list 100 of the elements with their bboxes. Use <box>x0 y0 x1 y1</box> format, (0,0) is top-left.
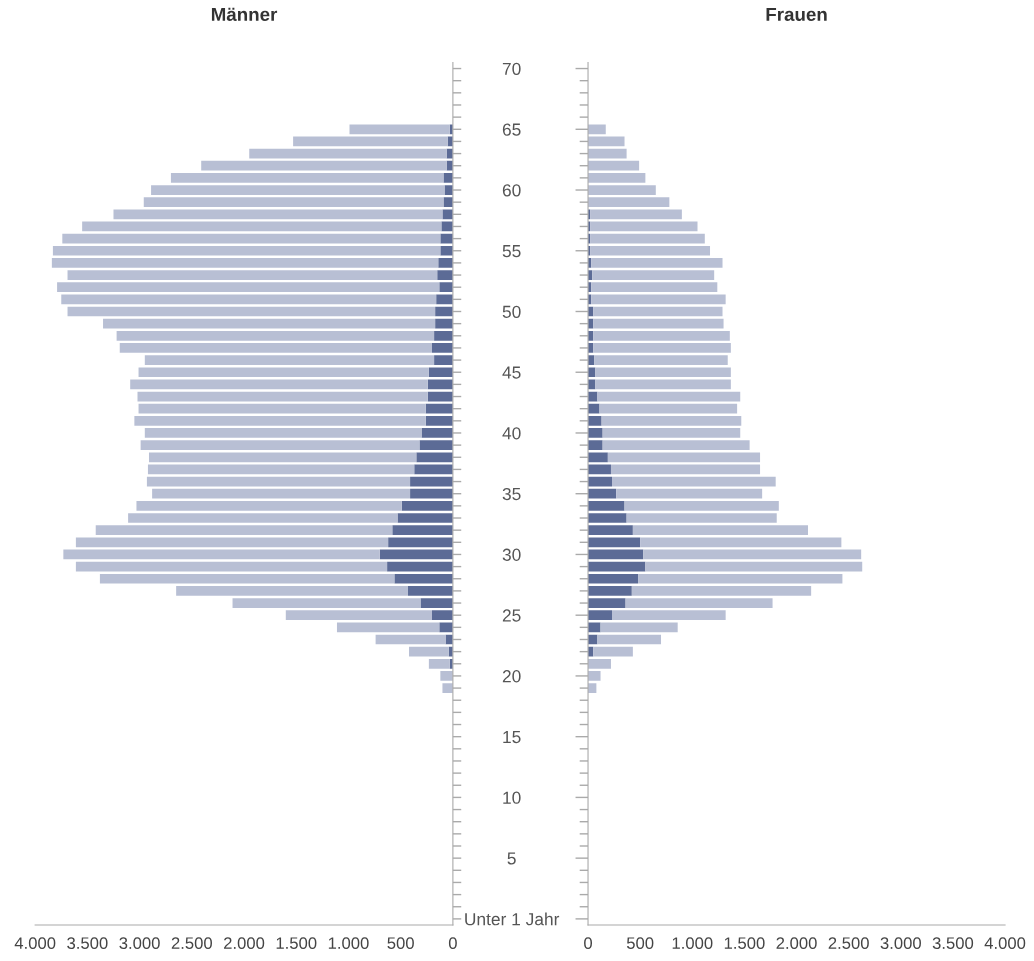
bar <box>631 586 812 596</box>
bar <box>151 185 445 195</box>
bar <box>414 464 453 475</box>
bar <box>595 379 731 390</box>
bar <box>144 428 422 438</box>
bar <box>597 634 662 645</box>
bar <box>593 343 731 353</box>
bar <box>397 513 453 523</box>
y-tick-label: 40 <box>502 427 521 440</box>
bar <box>379 549 453 560</box>
y-tick-label: 70 <box>502 62 521 75</box>
bar <box>432 343 453 353</box>
bar <box>425 415 453 426</box>
y-tick-label: 15 <box>503 731 521 744</box>
x-tick-label: 3.000 <box>119 937 160 950</box>
bar <box>116 330 435 341</box>
bar <box>176 586 408 596</box>
bar <box>401 501 453 511</box>
bar <box>443 173 453 183</box>
bar <box>595 367 731 378</box>
chart-title: Männer <box>211 7 278 21</box>
bar <box>67 306 436 317</box>
bar <box>590 233 705 244</box>
bar <box>443 197 453 208</box>
bar <box>136 501 402 511</box>
x-tick-label: 2.000 <box>776 937 817 950</box>
bar <box>588 124 606 135</box>
bar <box>588 598 626 608</box>
bar <box>147 464 415 475</box>
x-tick-label: 3.500 <box>67 937 108 950</box>
x-tick-label: 4.000 <box>14 937 56 950</box>
bar <box>152 488 411 499</box>
y-tick-label: 50 <box>502 305 521 318</box>
x-tick-label: 4.000 <box>984 937 1026 950</box>
bar <box>95 525 393 536</box>
x-tick-label: 3.000 <box>880 937 921 950</box>
bar <box>52 245 441 256</box>
x-tick-label: 500 <box>387 937 414 950</box>
bar <box>588 160 640 171</box>
bar <box>143 197 444 208</box>
bar <box>588 501 625 511</box>
bar <box>99 573 395 584</box>
bar <box>597 391 741 402</box>
bar <box>128 513 398 523</box>
bar <box>420 598 453 608</box>
bar <box>419 440 453 450</box>
bar <box>588 537 641 548</box>
bar <box>588 671 601 681</box>
x-tick-label: 1.000 <box>328 937 369 950</box>
bar <box>137 391 428 402</box>
bar <box>410 488 453 499</box>
bar <box>232 598 421 608</box>
bar <box>590 221 698 232</box>
bar <box>435 318 453 329</box>
bar <box>387 561 453 572</box>
bar <box>591 258 723 268</box>
bar <box>588 610 613 621</box>
bar <box>148 452 417 463</box>
bar <box>436 294 453 305</box>
bar <box>590 209 682 220</box>
bar <box>75 561 388 572</box>
bar <box>63 549 380 560</box>
bar <box>610 464 761 475</box>
y-tick-label: 60 <box>502 184 521 197</box>
bar <box>434 355 453 365</box>
bar <box>593 646 633 657</box>
bar <box>410 476 453 487</box>
bar <box>392 525 453 536</box>
y-tick-label: 5 <box>507 852 516 865</box>
y-tick-label: 65 <box>502 123 521 136</box>
bar <box>437 270 453 280</box>
bar <box>601 415 742 426</box>
bar <box>591 294 726 305</box>
y-tick-label: 30 <box>502 548 521 561</box>
bar <box>588 549 644 560</box>
bar <box>588 622 601 633</box>
y-tick-label: 20 <box>502 670 521 683</box>
bar <box>593 318 724 329</box>
bar <box>625 598 773 608</box>
bar <box>607 452 761 463</box>
bar <box>442 683 453 693</box>
bar <box>594 355 728 365</box>
bar <box>421 428 453 438</box>
bar <box>616 488 763 499</box>
bar <box>336 622 440 633</box>
bar <box>51 258 439 268</box>
bar <box>593 306 723 317</box>
x-tick-label: 3.500 <box>932 937 974 950</box>
bar <box>293 136 448 147</box>
bar <box>170 173 444 183</box>
bar <box>113 209 443 220</box>
bar <box>61 294 437 305</box>
bar <box>432 610 453 621</box>
bar <box>130 379 428 390</box>
bar <box>645 561 863 572</box>
bar <box>285 610 433 621</box>
chart-title: Frauen <box>766 7 827 21</box>
bar <box>640 537 842 548</box>
bar <box>388 537 453 548</box>
bar <box>375 634 446 645</box>
